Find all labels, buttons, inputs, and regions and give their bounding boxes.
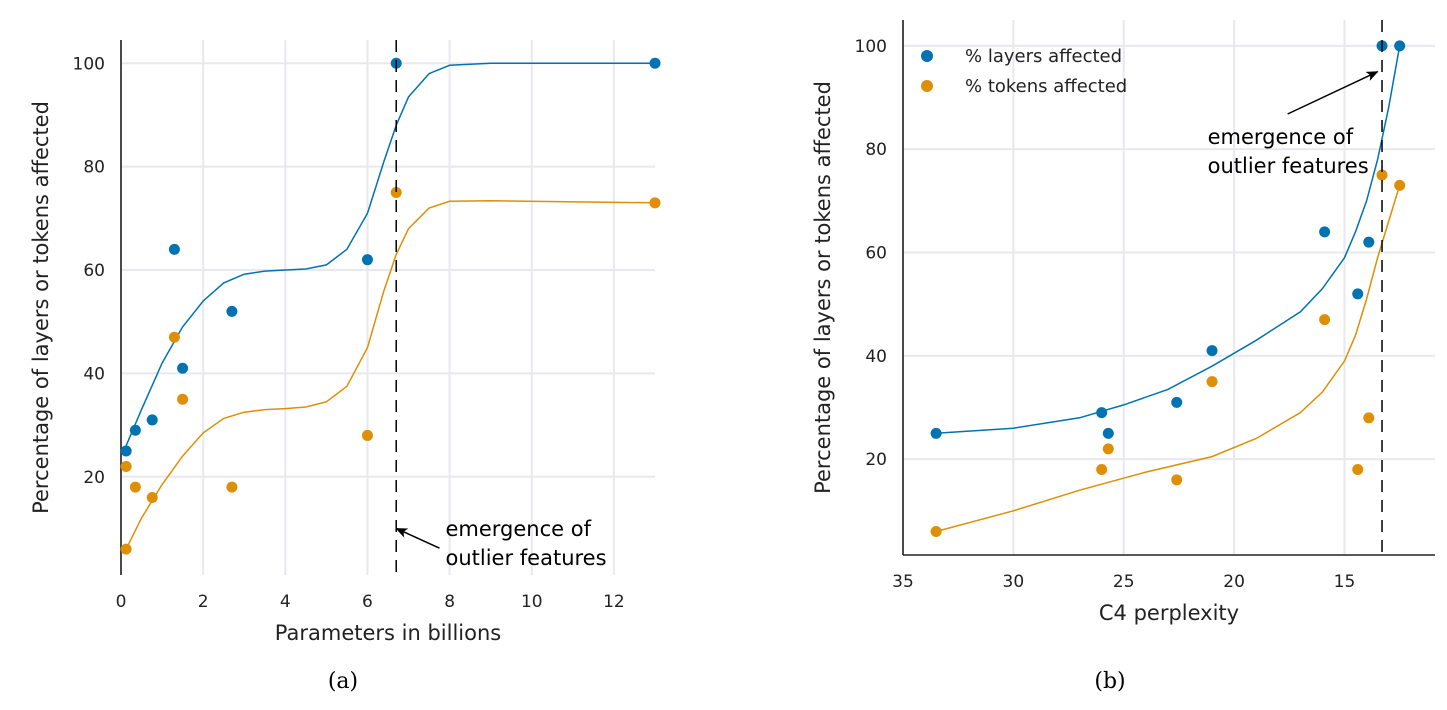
x-axis-label: Parameters in billions (275, 621, 501, 645)
data-point-series-1 (1206, 376, 1218, 388)
x-axis-label: C4 perplexity (1099, 601, 1239, 625)
annotation-arrow (1287, 70, 1379, 115)
y-tick-label: 20 (865, 450, 887, 470)
x-tick-label: 4 (280, 592, 291, 612)
x-tick-label: 20 (1223, 572, 1245, 592)
data-point-series-1 (226, 481, 238, 493)
x-tick-label: 35 (892, 572, 914, 592)
chart-panel-0: 0 2 4 6 8 10 12 20 40 60 80 100 emergence of outlier … (29, 40, 661, 694)
data-point-series-0 (226, 305, 238, 317)
data-point-series-1 (1363, 412, 1375, 424)
y-tick-label: 20 (83, 468, 105, 488)
fit-line-series-0 (936, 45, 1401, 435)
annotation-arrow (395, 527, 440, 549)
annotation-text: emergence of (1208, 125, 1354, 149)
legend-marker-series-0 (921, 50, 933, 62)
annotation-text: emergence of (446, 517, 592, 541)
fit-line-series-0 (125, 62, 655, 447)
x-tick-label: 15 (1334, 572, 1356, 592)
data-point-series-1 (1376, 169, 1388, 181)
data-point-series-1 (361, 429, 373, 441)
x-tick-label: 25 (1113, 572, 1135, 592)
data-point-series-0 (1096, 407, 1108, 419)
data-point-series-0 (649, 57, 661, 69)
data-point-series-0 (361, 254, 373, 266)
x-tick-label: 6 (362, 592, 373, 612)
data-point-series-1 (1352, 463, 1364, 475)
data-point-series-1 (129, 481, 141, 493)
x-tick-label: 12 (603, 592, 625, 612)
fit-line-series-1 (125, 200, 656, 550)
panel-caption: (b) (1094, 669, 1125, 694)
data-point-series-0 (1352, 288, 1364, 300)
data-point-series-0 (177, 362, 189, 374)
panel-caption: (a) (328, 669, 358, 694)
y-axis-label: Percentage of layers or tokens affected (811, 81, 835, 494)
data-point-series-0 (146, 414, 158, 426)
data-point-series-1 (1102, 443, 1114, 455)
data-point-series-0 (1102, 427, 1114, 439)
data-point-series-1 (1319, 314, 1331, 326)
y-tick-label: 40 (865, 347, 887, 367)
y-tick-label: 40 (83, 364, 105, 384)
y-tick-label: 60 (83, 261, 105, 281)
legend-label: % tokens affected (965, 76, 1127, 97)
y-tick-label: 80 (865, 140, 887, 160)
data-point-series-0 (930, 427, 942, 439)
data-point-series-0 (1319, 226, 1331, 238)
annotation-text: outlier features (446, 546, 607, 570)
data-point-series-1 (168, 331, 180, 343)
fit-line-series-1 (935, 185, 1401, 533)
annotation-text: outlier features (1208, 154, 1369, 178)
data-point-series-1 (390, 186, 402, 198)
legend-marker-series-1 (921, 80, 933, 92)
y-tick-label: 60 (865, 243, 887, 263)
x-tick-label: 30 (1003, 572, 1025, 592)
data-point-series-0 (120, 445, 132, 457)
data-point-series-0 (1206, 345, 1218, 357)
y-axis-label: Percentage of layers or tokens affected (29, 101, 53, 514)
x-tick-label: 8 (444, 592, 455, 612)
data-point-series-0 (129, 424, 141, 436)
data-point-series-1 (1171, 474, 1183, 486)
data-point-series-1 (1096, 463, 1108, 475)
data-point-series-0 (168, 243, 180, 255)
data-point-series-1 (177, 393, 189, 405)
y-tick-label: 80 (83, 158, 105, 178)
x-tick-label: 10 (521, 592, 543, 612)
data-point-series-1 (930, 525, 942, 537)
data-point-series-0 (1394, 40, 1406, 52)
chart-panel-1: 35 30 25 20 15 20 40 60 80 100 emergence of outlier… (811, 20, 1435, 694)
data-point-series-0 (1363, 236, 1375, 248)
data-point-series-1 (120, 543, 132, 555)
y-tick-label: 100 (73, 54, 105, 74)
legend-label: % layers affected (965, 46, 1122, 67)
x-tick-label: 0 (116, 592, 127, 612)
data-point-series-1 (1394, 179, 1406, 191)
data-point-series-1 (120, 460, 132, 472)
data-point-series-0 (1171, 396, 1183, 408)
data-point-series-1 (146, 491, 158, 503)
data-point-series-1 (649, 197, 661, 209)
x-tick-label: 2 (198, 592, 209, 612)
y-tick-label: 100 (855, 37, 887, 57)
